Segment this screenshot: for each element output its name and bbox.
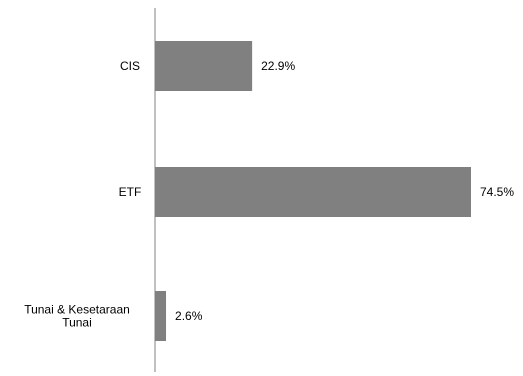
category-label-line-1-0: ETF: [119, 185, 142, 199]
category-label-2: Tunai & Kesetaraan Tunai: [24, 303, 130, 330]
category-label-line-0-0: CIS: [120, 59, 140, 73]
value-label-0: 22.9%: [261, 59, 295, 73]
bar-2: [155, 291, 167, 341]
category-label-line-2-1: Tunai: [62, 316, 92, 330]
category-labels-group: CIS ETF Tunai & Kesetaraan Tunai: [24, 59, 141, 330]
value-labels-group: 22.9% 74.5% 2.6%: [175, 59, 514, 323]
bars-group: [155, 41, 471, 341]
bar-1: [155, 167, 471, 217]
bar-0: [155, 41, 253, 91]
category-label-1: ETF: [119, 185, 142, 199]
category-label-line-2-0: Tunai & Kesetaraan: [24, 303, 130, 317]
category-label-0: CIS: [120, 59, 140, 73]
value-label-2: 2.6%: [175, 309, 203, 323]
value-label-1: 74.5%: [480, 185, 514, 199]
